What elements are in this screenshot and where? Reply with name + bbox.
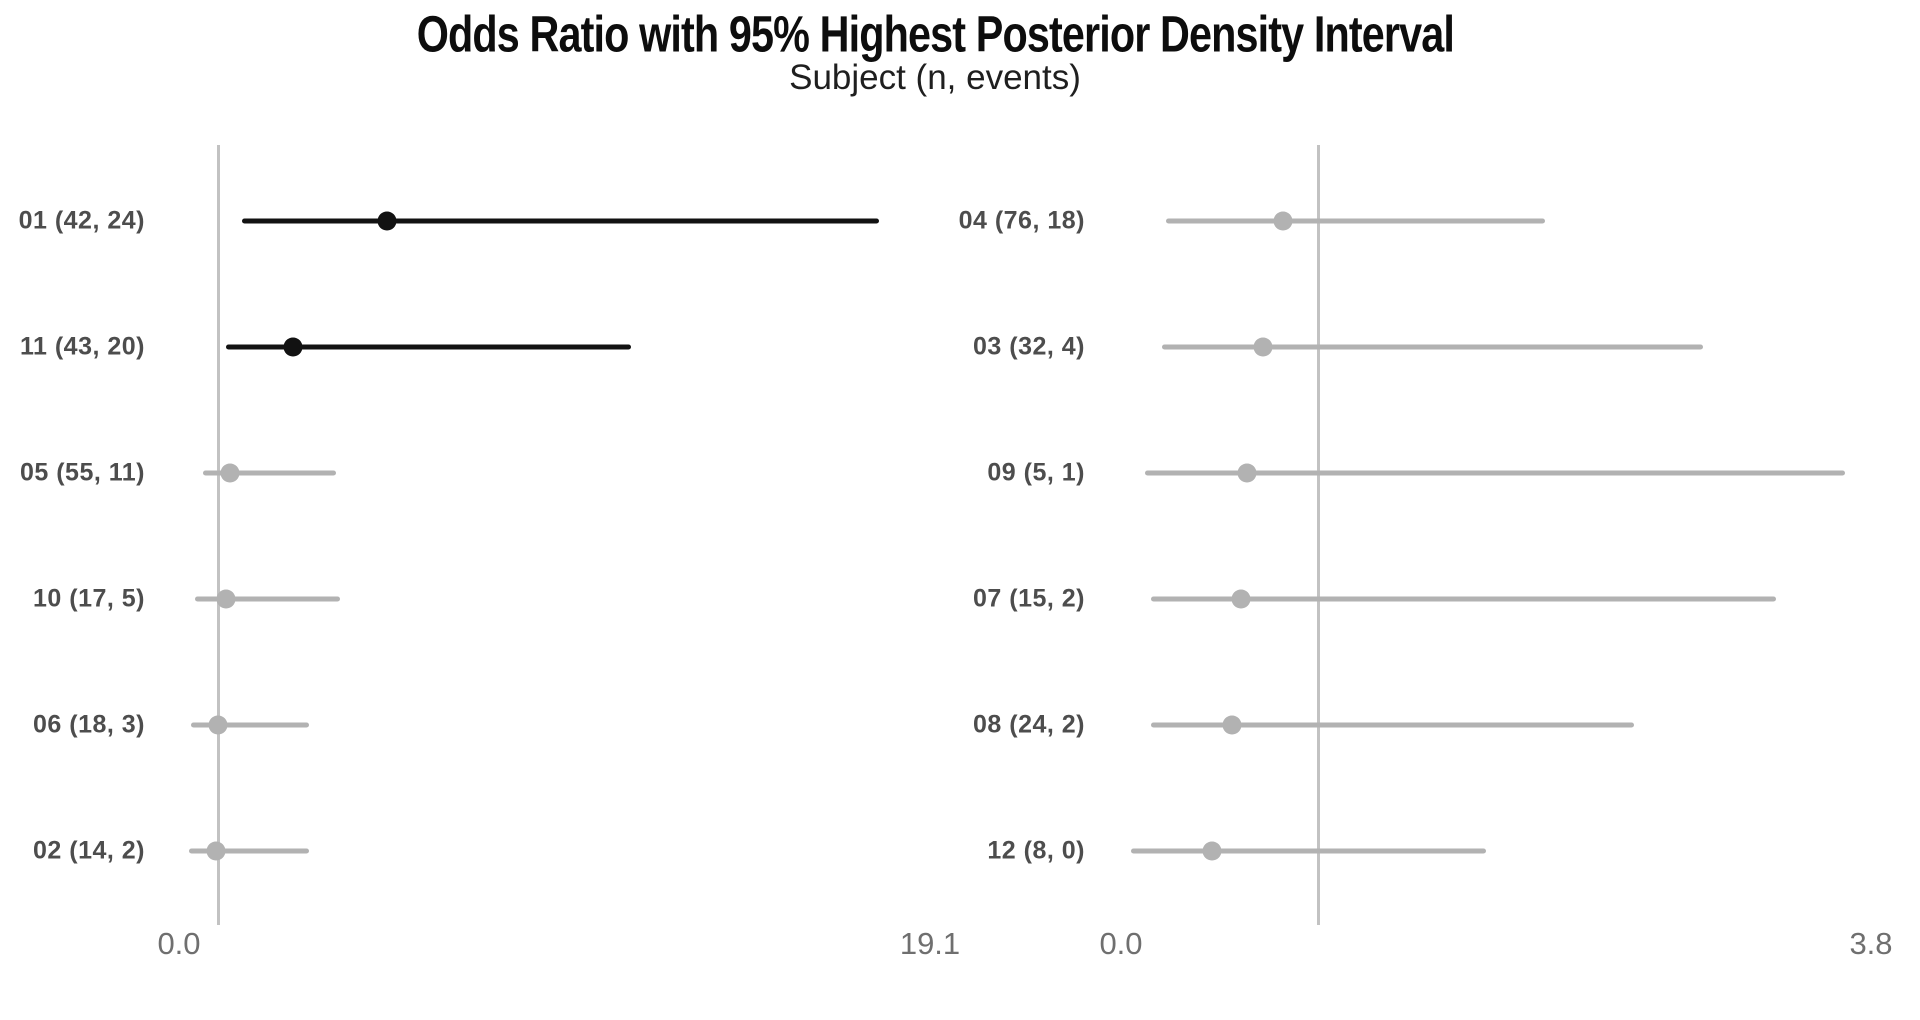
row-label: 01 (42, 24) xyxy=(18,206,145,235)
ci-interval-line xyxy=(188,848,309,854)
or-point-estimate-dot xyxy=(208,715,228,735)
chart-subtitle: Subject (n, events) xyxy=(789,58,1081,97)
ci-interval-line xyxy=(1150,596,1777,602)
row-label: 04 (76, 18) xyxy=(958,206,1085,235)
or-point-estimate-dot xyxy=(1237,463,1257,483)
reference-line-left-panel xyxy=(216,145,220,925)
left-axis-max-label: 19.1 xyxy=(899,926,961,961)
row-label: 05 (55, 11) xyxy=(19,458,145,487)
row-label: 06 (18, 3) xyxy=(32,710,145,739)
chart-title: Odds Ratio with 95% Highest Posterior De… xyxy=(416,5,1454,63)
header: Odds Ratio with 95% Highest Posterior De… xyxy=(0,0,1870,62)
right-axis-min-label: 0.0 xyxy=(1099,926,1143,961)
or-point-estimate-dot xyxy=(206,841,226,861)
ci-interval-line xyxy=(1166,218,1546,224)
or-point-estimate-dot xyxy=(283,337,303,357)
row-label: 08 (24, 2) xyxy=(972,710,1085,739)
ci-interval-line xyxy=(1144,470,1846,476)
ci-interval-line xyxy=(1150,722,1635,728)
or-point-estimate-dot xyxy=(1273,211,1293,231)
ci-interval-line xyxy=(226,344,632,350)
row-label: 11 (43, 20) xyxy=(19,332,145,361)
reference-line-right-panel xyxy=(1316,145,1320,925)
or-point-estimate-dot xyxy=(1222,715,1242,735)
ci-interval-line xyxy=(1130,848,1487,854)
or-point-estimate-dot xyxy=(216,589,236,609)
right-axis-max-label: 3.8 xyxy=(1849,926,1893,961)
ci-interval-line xyxy=(194,596,341,602)
row-label: 10 (17, 5) xyxy=(32,584,145,613)
or-point-estimate-dot xyxy=(1253,337,1273,357)
row-label: 03 (32, 4) xyxy=(972,332,1085,361)
row-label: 12 (8, 0) xyxy=(987,836,1085,865)
ci-interval-line xyxy=(190,722,309,728)
ci-interval-line xyxy=(241,218,879,224)
row-label: 07 (15, 2) xyxy=(972,584,1085,613)
row-label: 02 (14, 2) xyxy=(32,836,145,865)
ci-interval-line xyxy=(1162,344,1704,350)
or-point-estimate-dot xyxy=(1202,841,1222,861)
or-point-estimate-dot xyxy=(377,211,397,231)
left-axis-min-label: 0.0 xyxy=(157,926,201,961)
ci-interval-line xyxy=(202,470,337,476)
or-point-estimate-dot xyxy=(220,463,240,483)
or-point-estimate-dot xyxy=(1231,589,1251,609)
row-label: 09 (5, 1) xyxy=(987,458,1085,487)
